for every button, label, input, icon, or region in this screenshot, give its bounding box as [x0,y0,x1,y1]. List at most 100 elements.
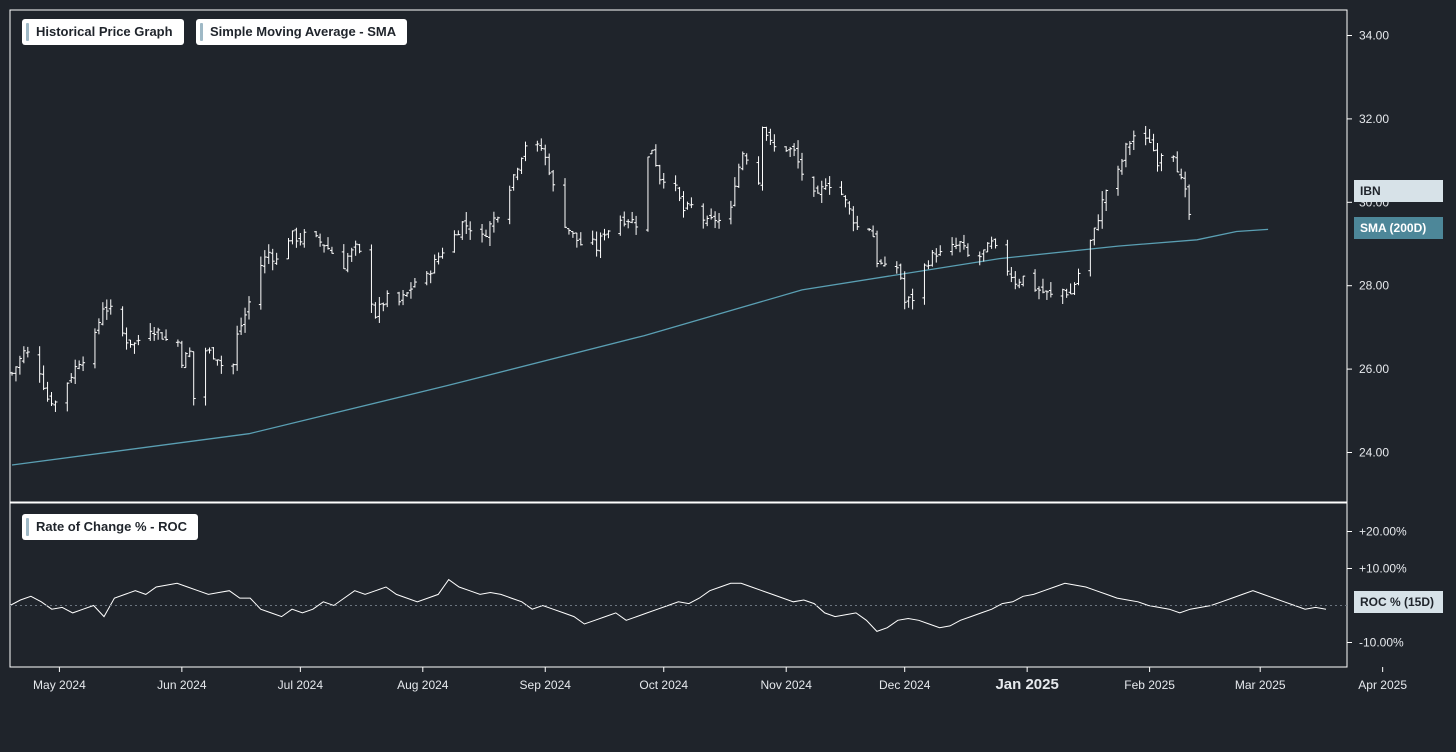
ohlc-bar [681,191,686,218]
ohlc-bar [539,138,544,151]
ohlc-bar [1179,168,1184,180]
ohlc-bar [1147,129,1152,144]
ohlc-bar [428,270,433,284]
ohlc-bar [247,296,251,320]
ohlc-bar [175,339,180,347]
ohlc-bar [1183,171,1188,198]
ohlc-bar [156,327,161,340]
ohlc-bar [1009,267,1014,283]
ohlc-bar [732,177,737,207]
roc-panel-frame [9,502,1348,668]
ohlc-bar [934,248,939,263]
ohlc-bar [1151,133,1156,152]
ohlc-bar [495,216,500,223]
sma-price-label: SMA (200D) [1354,217,1443,239]
time-axis-label: Apr 2025 [1358,678,1407,692]
ohlc-bar [792,143,797,157]
ohlc-bar [756,156,761,185]
ohlc-bar [788,146,793,157]
ohlc-bar [515,167,520,181]
time-axis-label: Jan 2025 [995,676,1058,693]
axes-layer: 24.0026.0028.0030.0032.0034.00+20.00%+10… [10,29,1407,693]
price-graph-tag[interactable]: Historical Price Graph [22,19,184,45]
ohlc-bar [507,185,512,225]
ohlc-bar [235,325,240,371]
ohlc-bar [381,302,386,312]
ohlc-bar [13,366,18,382]
ohlc-bar [353,240,358,256]
sma-layer [11,228,1269,466]
ohlc-bar [910,288,915,310]
ohlc-bar [843,195,848,208]
ohlc-bar [183,352,188,369]
ohlc-bar [1068,283,1073,295]
ohlc-bar [401,289,406,306]
ohlc-bar [452,230,457,253]
ibn-price-label: IBN [1354,180,1443,202]
ohlc-bar [511,174,516,191]
ohlc-bar [981,249,986,262]
ohlc-bar [547,153,552,176]
sma-line [11,228,1269,466]
ohlc-bar [1131,130,1136,150]
ohlc-bar [1037,286,1041,300]
ohlc-bar [1040,278,1045,294]
ohlc-bar [302,229,307,248]
ohlc-bar [314,231,319,238]
ohlc-bar [17,355,22,375]
ohlc-bar [424,271,429,286]
ohlc-bar [179,340,184,369]
ohlc-bar [954,237,959,250]
ohlc-bar [1096,214,1101,231]
ohlc-bar [713,211,718,229]
roc-indicator-tag[interactable]: Rate of Change % - ROC [22,514,198,540]
ohlc-bar [938,245,943,256]
ohlc-bar [898,263,903,280]
ohlc-bar [266,244,271,264]
price-axis-label: 24.00 [1359,446,1389,460]
ohlc-bar [882,256,887,267]
ohlc-bar [215,359,220,366]
ohlc-bar [239,317,244,335]
ohlc-bar [574,232,579,248]
ohlc-bar [191,351,196,406]
ohlc-bar [855,215,860,230]
ohlc-bar [1116,165,1120,196]
ohlc-bar [685,201,690,210]
ohlc-bar [649,149,654,155]
ohlc-bar [851,206,856,232]
price-axis-label: 32.00 [1359,112,1389,126]
price-axis-label: 34.00 [1359,29,1389,43]
ohlc-bar [847,201,852,215]
ohlc-bar [1013,271,1018,290]
ohlc-bar [551,169,556,192]
ohlc-bar [985,242,990,253]
ohlc-bar [211,347,216,360]
ohlc-bar [345,252,350,273]
sma-indicator-tag[interactable]: Simple Moving Average - SMA [196,19,408,45]
ohlc-bar [922,263,927,305]
price-panel-frame [9,9,1348,503]
ohlc-bar [104,299,109,320]
chart-frame [9,9,1348,668]
ohlc-bar [160,332,165,340]
candles-layer [10,125,1192,412]
ohlc-bar [772,134,777,152]
ohlc-bar [977,251,982,266]
ohlc-bar [243,307,248,333]
ohlc-bar [10,371,14,376]
ohlc-bar [705,215,710,227]
ohlc-bar [875,230,880,268]
ohlc-bar [73,359,78,384]
ohlc-bar [535,140,540,152]
ohlc-bar [1100,191,1105,229]
ohlc-bar [1171,155,1176,162]
ohlc-bar [408,282,413,299]
ohlc-bar [219,355,224,374]
ohlc-bar [598,232,603,259]
ohlc-bar [717,212,722,229]
ohlc-bar [989,236,994,249]
ohlc-bar [1076,268,1081,286]
ohlc-bar [1088,239,1093,277]
ohlc-bar [618,215,623,236]
